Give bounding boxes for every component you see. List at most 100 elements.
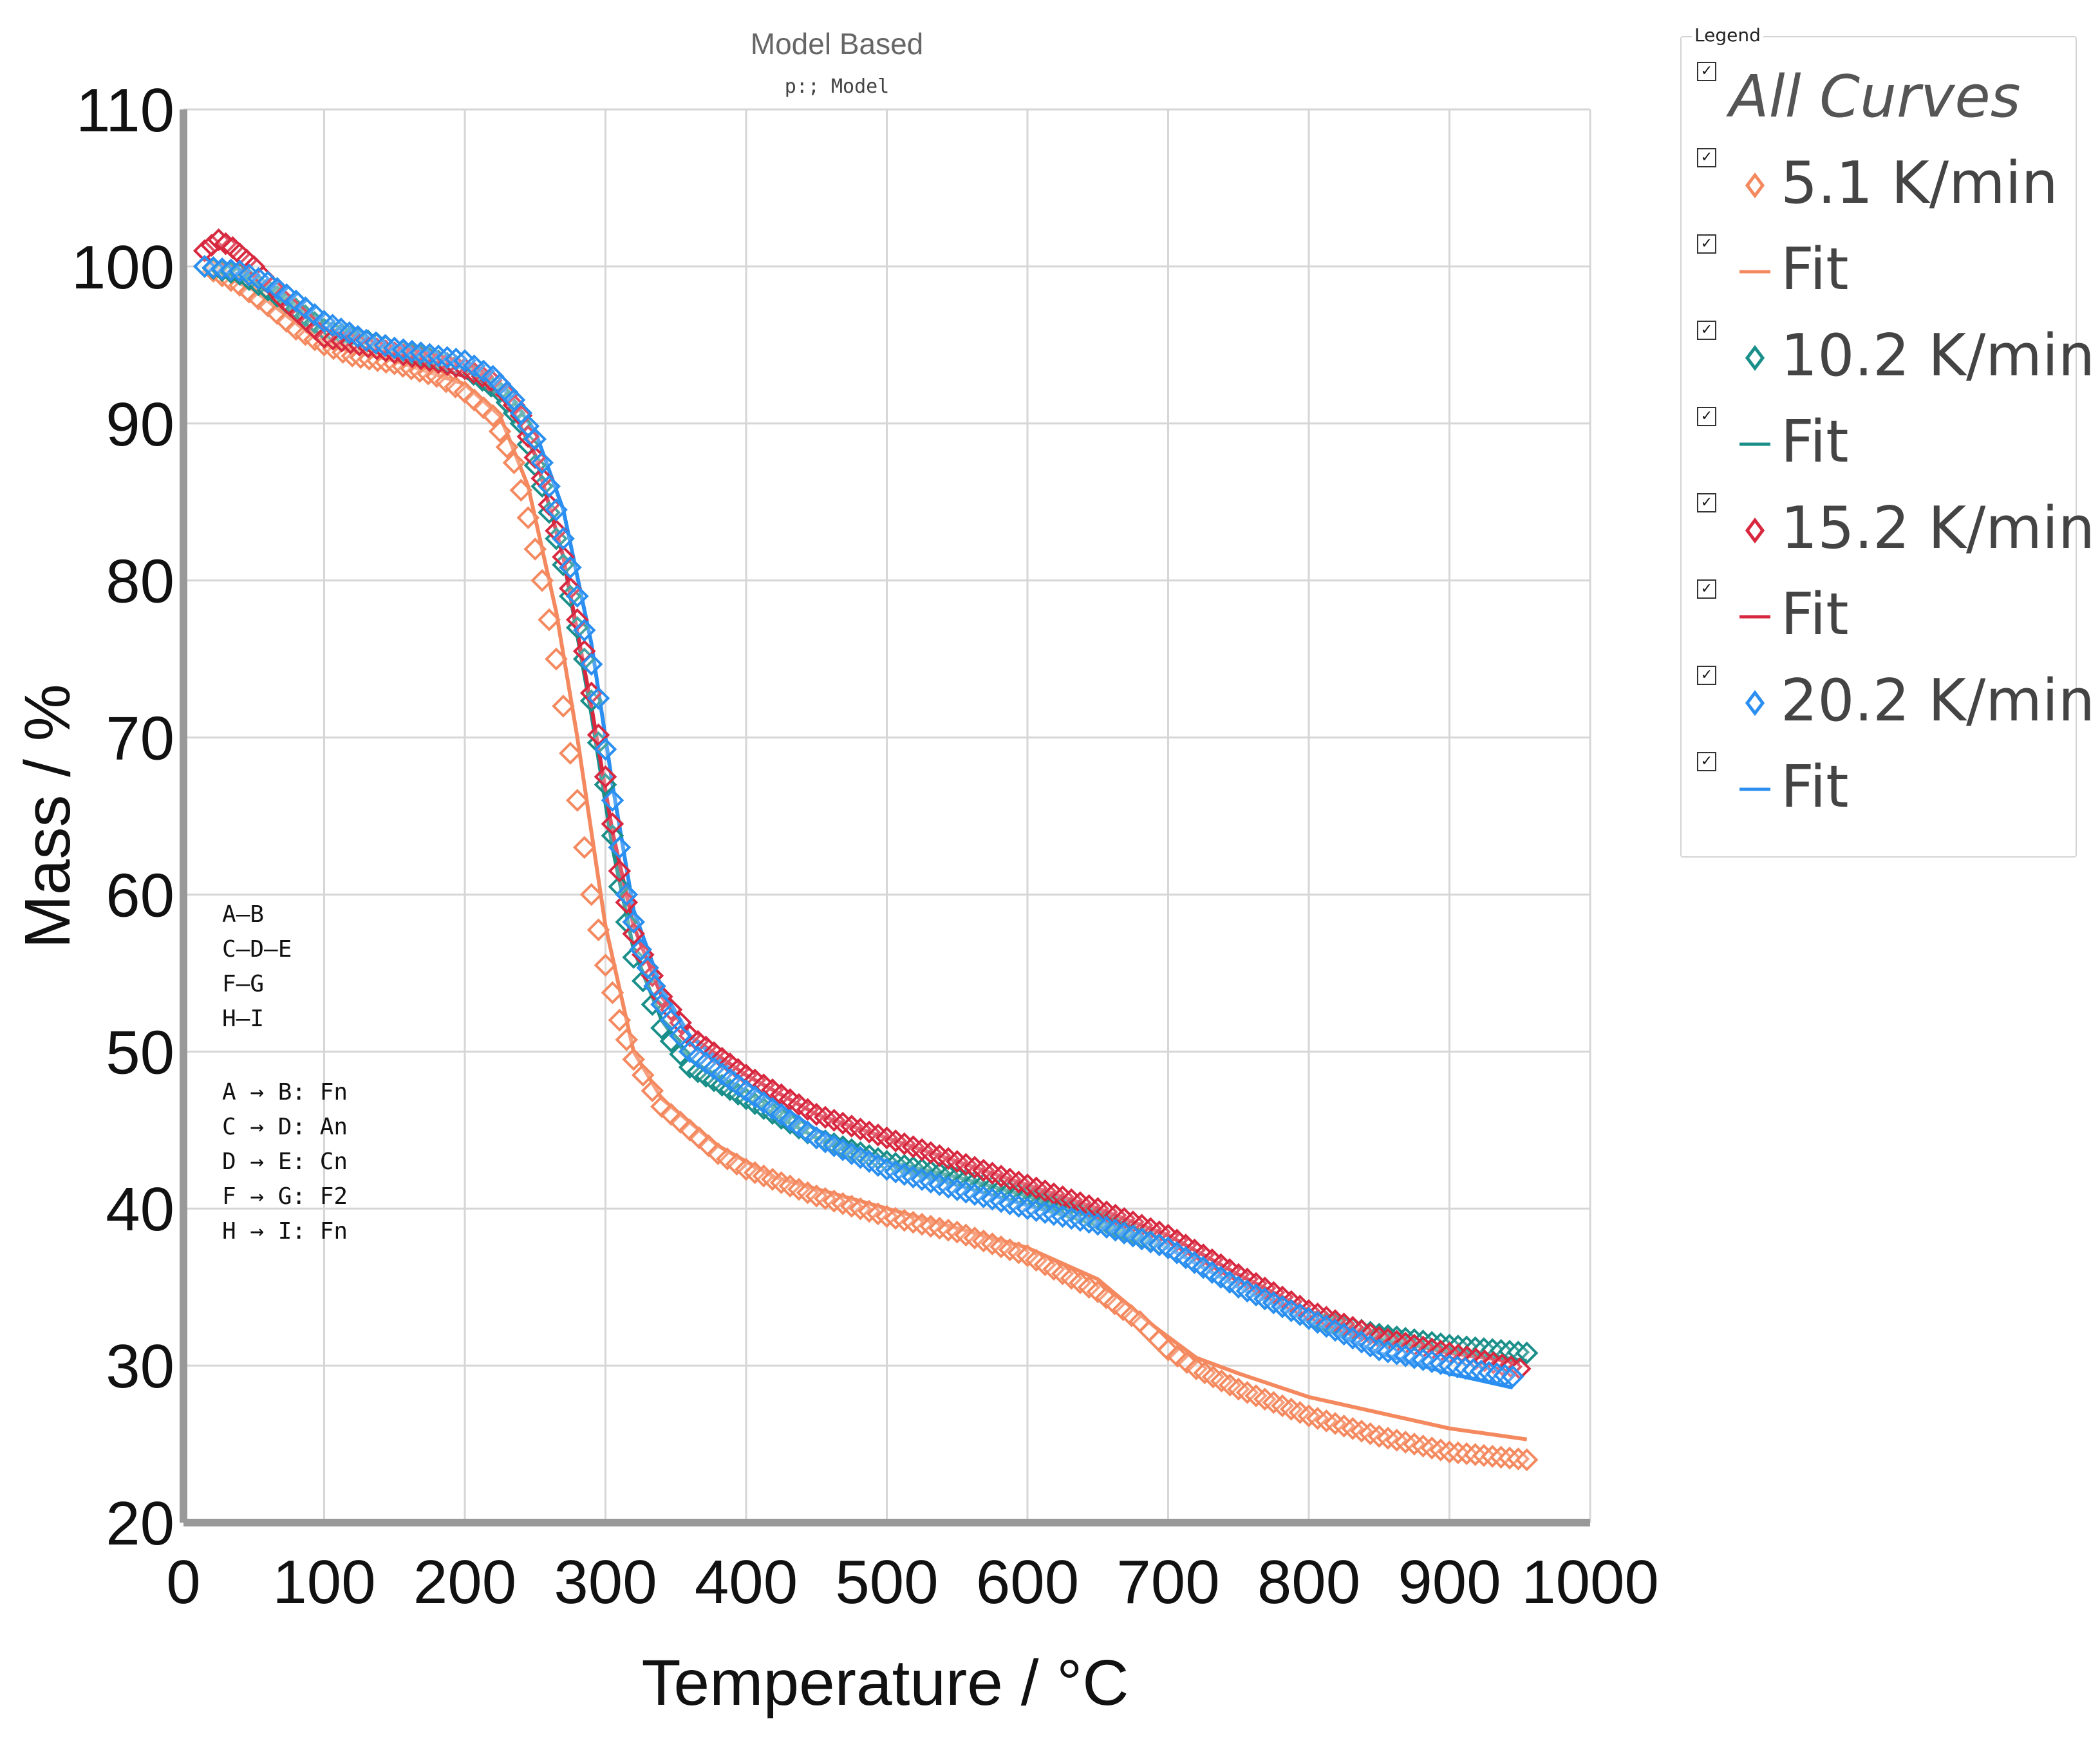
legend-checkbox[interactable]: ✓ <box>1697 234 1716 254</box>
data-point <box>594 953 617 977</box>
legend-item-8[interactable]: ✓ Fit <box>1697 752 2070 823</box>
legend-checkbox[interactable]: ✓ <box>1697 321 1716 340</box>
data-point <box>1501 1365 1524 1389</box>
legend-panel <box>1680 36 2077 858</box>
line-swatch-icon <box>1739 615 1770 619</box>
x-tick-label: 0 <box>166 1548 200 1617</box>
data-point <box>641 964 664 988</box>
data-point <box>1166 1344 1189 1368</box>
legend-item-2[interactable]: ✓ Fit <box>1697 234 2070 305</box>
x-tick-label: 600 <box>976 1548 1079 1617</box>
data-point <box>594 738 617 761</box>
y-tick-label: 70 <box>106 704 174 773</box>
data-point <box>509 478 533 502</box>
legend-checkbox[interactable]: ✓ <box>1697 493 1716 512</box>
legend-checkbox[interactable]: ✓ <box>1697 62 1716 81</box>
data-point <box>545 647 568 671</box>
legend-label: Fit <box>1781 236 1849 303</box>
data-point <box>622 922 646 946</box>
legend-label: 10.2 K/min <box>1781 322 2095 390</box>
data-point <box>565 585 589 608</box>
data-point <box>669 1011 692 1035</box>
line-swatch-icon <box>1739 270 1770 274</box>
legend-item-3[interactable]: ✓ 10.2 K/min <box>1697 321 2095 391</box>
data-point <box>608 836 632 859</box>
legend-item-5[interactable]: ✓ 15.2 K/min <box>1697 493 2095 564</box>
data-point <box>303 303 326 326</box>
legend-item-7[interactable]: ✓ 20.2 K/min <box>1697 666 2095 737</box>
line-swatch-icon <box>1739 442 1770 446</box>
x-tick-label: 500 <box>835 1548 938 1617</box>
legend-item-6[interactable]: ✓ Fit <box>1697 579 2070 650</box>
chart-subtitle: p:; Model <box>785 75 890 98</box>
data-point <box>284 289 308 313</box>
legend-label: Fit <box>1781 581 1849 648</box>
data-point <box>530 568 554 592</box>
data-point <box>659 1008 683 1032</box>
legend-checkbox[interactable]: ✓ <box>1697 579 1716 599</box>
x-tick-label: 100 <box>272 1548 375 1617</box>
fit-line <box>203 265 1528 1441</box>
data-point <box>650 993 673 1016</box>
y-tick-label: 40 <box>106 1175 174 1244</box>
legend-checkbox[interactable]: ✓ <box>1697 666 1716 685</box>
series-7-line <box>204 264 1514 1390</box>
x-tick-label: 900 <box>1398 1548 1501 1617</box>
data-point <box>572 836 596 859</box>
chart-title: Model Based <box>751 27 924 61</box>
fit-line <box>203 265 1528 1363</box>
x-tick-label: 200 <box>413 1548 516 1617</box>
data-point <box>615 883 639 906</box>
y-tick-label: 20 <box>106 1489 174 1558</box>
step-label: C–D–E <box>222 936 292 962</box>
legend-checkbox[interactable]: ✓ <box>1697 407 1716 426</box>
data-point <box>265 277 289 300</box>
legend-item-0[interactable]: ✓ All Curves <box>1697 62 2070 133</box>
legend-label: 15.2 K/min <box>1781 494 2095 562</box>
legend-item-1[interactable]: ✓ 5.1 K/min <box>1697 148 2070 219</box>
data-point <box>650 1016 673 1040</box>
legend-checkbox[interactable]: ✓ <box>1697 148 1716 167</box>
legend-label: All Curves <box>1729 63 2021 131</box>
diamond-marker-icon <box>1745 517 1765 544</box>
data-point <box>530 451 554 474</box>
data-point <box>1515 1448 1539 1472</box>
y-tick-label: 90 <box>106 390 174 459</box>
data-point <box>608 1008 632 1032</box>
data-point <box>601 789 624 812</box>
legend-checkbox[interactable]: ✓ <box>1697 752 1716 771</box>
data-point <box>538 474 561 498</box>
data-point <box>559 556 582 579</box>
diamond-marker-icon <box>1745 344 1765 371</box>
data-point <box>586 723 610 747</box>
y-tick-label: 60 <box>106 861 174 930</box>
data-point <box>516 506 540 529</box>
plot-area <box>192 228 1539 1472</box>
data-point <box>608 859 632 883</box>
legend-item-4[interactable]: ✓ Fit <box>1697 407 2070 478</box>
axes: 0 100 200 300 400 500 600 700 800 900 1000 20 30 40 50… <box>71 76 1659 1617</box>
data-point <box>545 498 568 521</box>
y-tick-label: 50 <box>106 1018 174 1087</box>
data-point <box>579 652 603 676</box>
data-point <box>622 946 646 969</box>
data-point <box>669 1042 692 1066</box>
x-tick-label: 800 <box>1257 1548 1360 1617</box>
x-tick-label: 1000 <box>1521 1548 1659 1617</box>
data-point <box>481 404 505 427</box>
step-annotations: A–B C–D–E F–G H–I A → B: Fn C → D: An D → E: C… <box>222 901 348 1244</box>
data-point <box>538 608 561 632</box>
data-point <box>559 742 582 765</box>
diamond-marker-icon <box>1745 172 1765 199</box>
data-point <box>622 910 646 934</box>
x-tick-label: 700 <box>1116 1548 1219 1617</box>
data-point <box>601 981 624 1004</box>
line-swatch-icon <box>1739 787 1770 791</box>
data-point <box>523 538 547 561</box>
data-point <box>1156 1338 1180 1362</box>
model-label: D → E: Cn <box>222 1149 348 1175</box>
data-point <box>565 789 589 812</box>
data-point <box>192 239 216 263</box>
data-point <box>495 435 519 459</box>
